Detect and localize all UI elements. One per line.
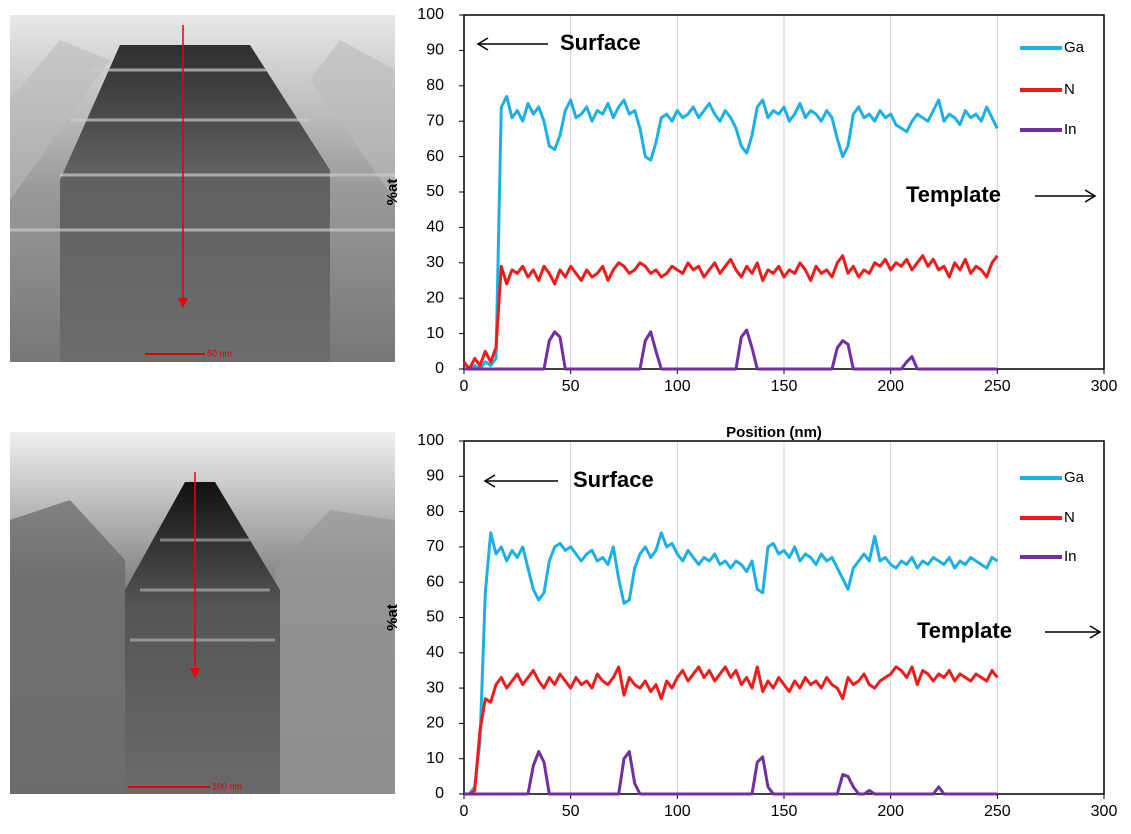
y-tick-label: 80	[426, 503, 444, 520]
y-tick-label: 60	[426, 573, 444, 590]
x-tick-label: 250	[984, 803, 1011, 820]
x-tick-label: 300	[1091, 378, 1118, 395]
x-axis-label: Position (nm)	[726, 424, 822, 441]
x-tick-label: 100	[664, 378, 691, 395]
y-tick-label: 70	[426, 538, 444, 555]
y-tick-label: 70	[426, 112, 444, 129]
annotation-arrowhead	[476, 37, 489, 51]
annotation: Surface	[573, 467, 654, 492]
y-tick-label: 10	[426, 750, 444, 767]
annotation-arrowhead	[1089, 625, 1102, 639]
tem-image-top: 50 nm	[10, 15, 395, 362]
x-tick-label: 50	[562, 378, 580, 395]
y-tick-label: 20	[426, 289, 444, 306]
y-tick-label: 50	[426, 609, 444, 626]
legend-label: In	[1064, 121, 1077, 138]
series-line	[464, 531, 999, 796]
x-tick-label: 250	[984, 378, 1011, 395]
chart: 0 50 100 150 200 250 300 0 10 20 30 40 50 60 70 80 90 100…	[384, 432, 1117, 820]
chart: 0 50 100 150 200 250 300 0 10 20 30 40 50 60 70 80 90 100…	[384, 6, 1117, 441]
y-tick-label: 40	[426, 644, 444, 661]
x-tick-label: 50	[562, 803, 580, 820]
series-line	[464, 665, 999, 796]
y-tick-label: 10	[426, 325, 444, 342]
y-tick-label: 90	[426, 42, 444, 59]
x-tick-label: 300	[1091, 803, 1118, 820]
y-tick-label: 60	[426, 148, 444, 165]
y-axis-label: %at	[384, 179, 401, 206]
tem-image-bottom: 100 nm	[10, 432, 395, 794]
series-line	[464, 328, 998, 371]
y-tick-label: 30	[426, 254, 444, 271]
series-line	[464, 750, 998, 796]
legend-label: N	[1064, 81, 1075, 98]
y-axis-label: %at	[384, 604, 401, 631]
y-tick-label: 30	[426, 679, 444, 696]
annotation-arrowhead	[483, 474, 496, 488]
x-tick-label: 100	[664, 803, 691, 820]
legend-label: In	[1064, 548, 1077, 565]
legend-label: Ga	[1064, 39, 1085, 56]
y-tick-label: 100	[417, 6, 444, 23]
y-tick-label: 40	[426, 219, 444, 236]
x-tick-label: 0	[460, 803, 469, 820]
x-tick-label: 150	[771, 378, 798, 395]
x-tick-label: 200	[877, 378, 904, 395]
y-tick-label: 80	[426, 77, 444, 94]
annotation: Surface	[560, 30, 641, 55]
y-tick-label: 90	[426, 468, 444, 485]
y-tick-label: 20	[426, 715, 444, 732]
legend-label: N	[1064, 509, 1075, 526]
series-line	[462, 254, 999, 371]
scale-bar-label: 100 nm	[212, 781, 242, 791]
annotation: Template	[917, 618, 1012, 643]
y-tick-label: 100	[417, 432, 444, 449]
x-tick-label: 150	[771, 803, 798, 820]
series-line	[464, 94, 999, 371]
x-tick-label: 200	[877, 803, 904, 820]
y-tick-label: 50	[426, 183, 444, 200]
y-tick-label: 0	[435, 360, 444, 377]
y-tick-label: 0	[435, 785, 444, 802]
x-tick-label: 0	[460, 378, 469, 395]
annotation-arrowhead	[1084, 189, 1097, 203]
scale-bar-label: 50 nm	[207, 348, 232, 358]
annotation: Template	[906, 182, 1001, 207]
legend-label: Ga	[1064, 469, 1085, 486]
